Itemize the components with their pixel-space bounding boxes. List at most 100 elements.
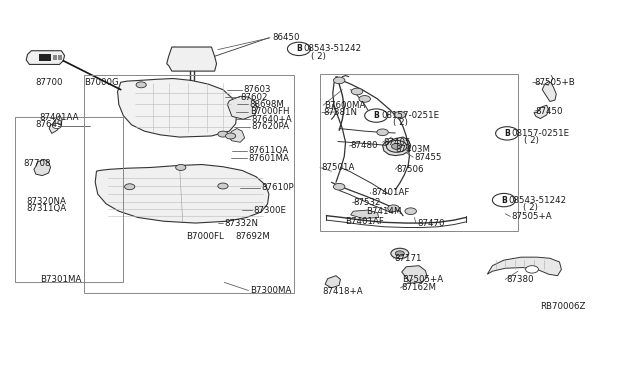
Polygon shape (325, 276, 340, 288)
Circle shape (396, 251, 404, 256)
Circle shape (175, 164, 186, 170)
Text: 87501A: 87501A (321, 163, 355, 172)
Circle shape (359, 96, 371, 102)
Polygon shape (487, 257, 561, 276)
Text: 87692M: 87692M (236, 232, 271, 241)
Text: B7414M: B7414M (366, 208, 401, 217)
Circle shape (391, 248, 409, 259)
Text: 87470: 87470 (417, 219, 445, 228)
Text: 87603: 87603 (243, 85, 271, 94)
Polygon shape (118, 78, 237, 137)
Bar (320, 74, 518, 231)
Text: B7600MA: B7600MA (324, 101, 366, 110)
Text: 08543-51242: 08543-51242 (303, 44, 362, 53)
Polygon shape (542, 81, 556, 102)
Text: 87405: 87405 (384, 138, 412, 147)
Text: 08157-0251E: 08157-0251E (381, 111, 440, 120)
Text: B7401AF: B7401AF (346, 217, 385, 226)
Circle shape (218, 183, 228, 189)
Text: 87700: 87700 (36, 78, 63, 87)
Text: 87171: 87171 (395, 254, 422, 263)
Text: 87640+A: 87640+A (252, 115, 292, 124)
Circle shape (525, 266, 538, 273)
Circle shape (287, 42, 310, 55)
Circle shape (136, 82, 147, 88)
Text: 87532: 87532 (354, 198, 381, 207)
Text: B7301MA: B7301MA (40, 275, 82, 284)
Text: ( 2): ( 2) (524, 136, 540, 145)
Text: 87505+B: 87505+B (534, 78, 575, 87)
Text: 87620PA: 87620PA (252, 122, 290, 131)
Circle shape (333, 77, 345, 84)
Circle shape (495, 127, 518, 140)
Circle shape (392, 143, 402, 149)
Polygon shape (167, 47, 216, 71)
Text: B: B (296, 44, 302, 53)
Circle shape (351, 88, 363, 95)
Circle shape (388, 205, 399, 212)
Circle shape (218, 131, 228, 137)
Text: RB70006Z: RB70006Z (540, 302, 586, 311)
Bar (84, 75, 294, 294)
Text: ( 2): ( 2) (311, 52, 326, 61)
Text: B: B (373, 111, 379, 120)
Text: 87401AF: 87401AF (371, 188, 410, 197)
Circle shape (394, 112, 406, 118)
Bar (58, 55, 62, 60)
Text: B7300MA: B7300MA (250, 286, 291, 295)
Text: B7000FL: B7000FL (186, 232, 223, 241)
Text: 87381N: 87381N (323, 108, 357, 117)
Text: B: B (501, 196, 507, 205)
Polygon shape (351, 210, 379, 219)
Circle shape (125, 184, 135, 190)
Text: 87401AA: 87401AA (39, 113, 79, 122)
Text: 88698M: 88698M (250, 100, 285, 109)
Polygon shape (95, 164, 269, 223)
Bar (39, 54, 51, 61)
Text: ( 2): ( 2) (394, 119, 408, 128)
Bar (53, 55, 57, 60)
Text: 87649: 87649 (36, 121, 63, 129)
Text: B7000G: B7000G (84, 78, 118, 87)
Polygon shape (34, 159, 51, 176)
Text: 87403M: 87403M (396, 145, 430, 154)
Text: 87505+A: 87505+A (511, 212, 552, 221)
Polygon shape (402, 266, 428, 283)
Polygon shape (26, 51, 65, 64)
Text: 86450: 86450 (272, 33, 300, 42)
Text: 87320NA: 87320NA (26, 197, 66, 206)
Text: 87380: 87380 (506, 275, 534, 284)
Text: 87162M: 87162M (402, 283, 436, 292)
Text: 87332N: 87332N (224, 219, 258, 228)
Polygon shape (534, 105, 548, 119)
Text: 87611QA: 87611QA (248, 146, 289, 155)
Text: 87450: 87450 (536, 107, 563, 116)
Circle shape (405, 208, 417, 215)
Circle shape (387, 140, 407, 152)
Text: 08543-51242: 08543-51242 (508, 196, 566, 205)
Bar (15, 118, 124, 282)
Text: 87418+A: 87418+A (322, 287, 362, 296)
Text: B: B (504, 129, 510, 138)
Polygon shape (383, 137, 411, 155)
Text: 87602: 87602 (240, 93, 268, 102)
Circle shape (377, 129, 388, 136)
Text: B7505+A: B7505+A (402, 275, 443, 284)
Polygon shape (227, 96, 257, 119)
Text: 87610P: 87610P (261, 183, 294, 192)
Circle shape (225, 133, 236, 139)
Circle shape (492, 193, 515, 207)
Text: 87601MA: 87601MA (248, 154, 289, 163)
Text: 87708: 87708 (23, 159, 51, 168)
Polygon shape (219, 178, 243, 198)
Text: 87455: 87455 (415, 153, 442, 161)
Text: 08157-0251E: 08157-0251E (511, 129, 570, 138)
Polygon shape (227, 129, 244, 142)
Text: 87506: 87506 (397, 165, 424, 174)
Text: 87480: 87480 (351, 141, 378, 151)
Circle shape (365, 109, 388, 122)
Text: 87300E: 87300E (253, 206, 286, 215)
Text: ( 2): ( 2) (523, 203, 538, 212)
Text: B7000FH: B7000FH (250, 108, 289, 116)
Text: 87311QA: 87311QA (26, 205, 67, 214)
